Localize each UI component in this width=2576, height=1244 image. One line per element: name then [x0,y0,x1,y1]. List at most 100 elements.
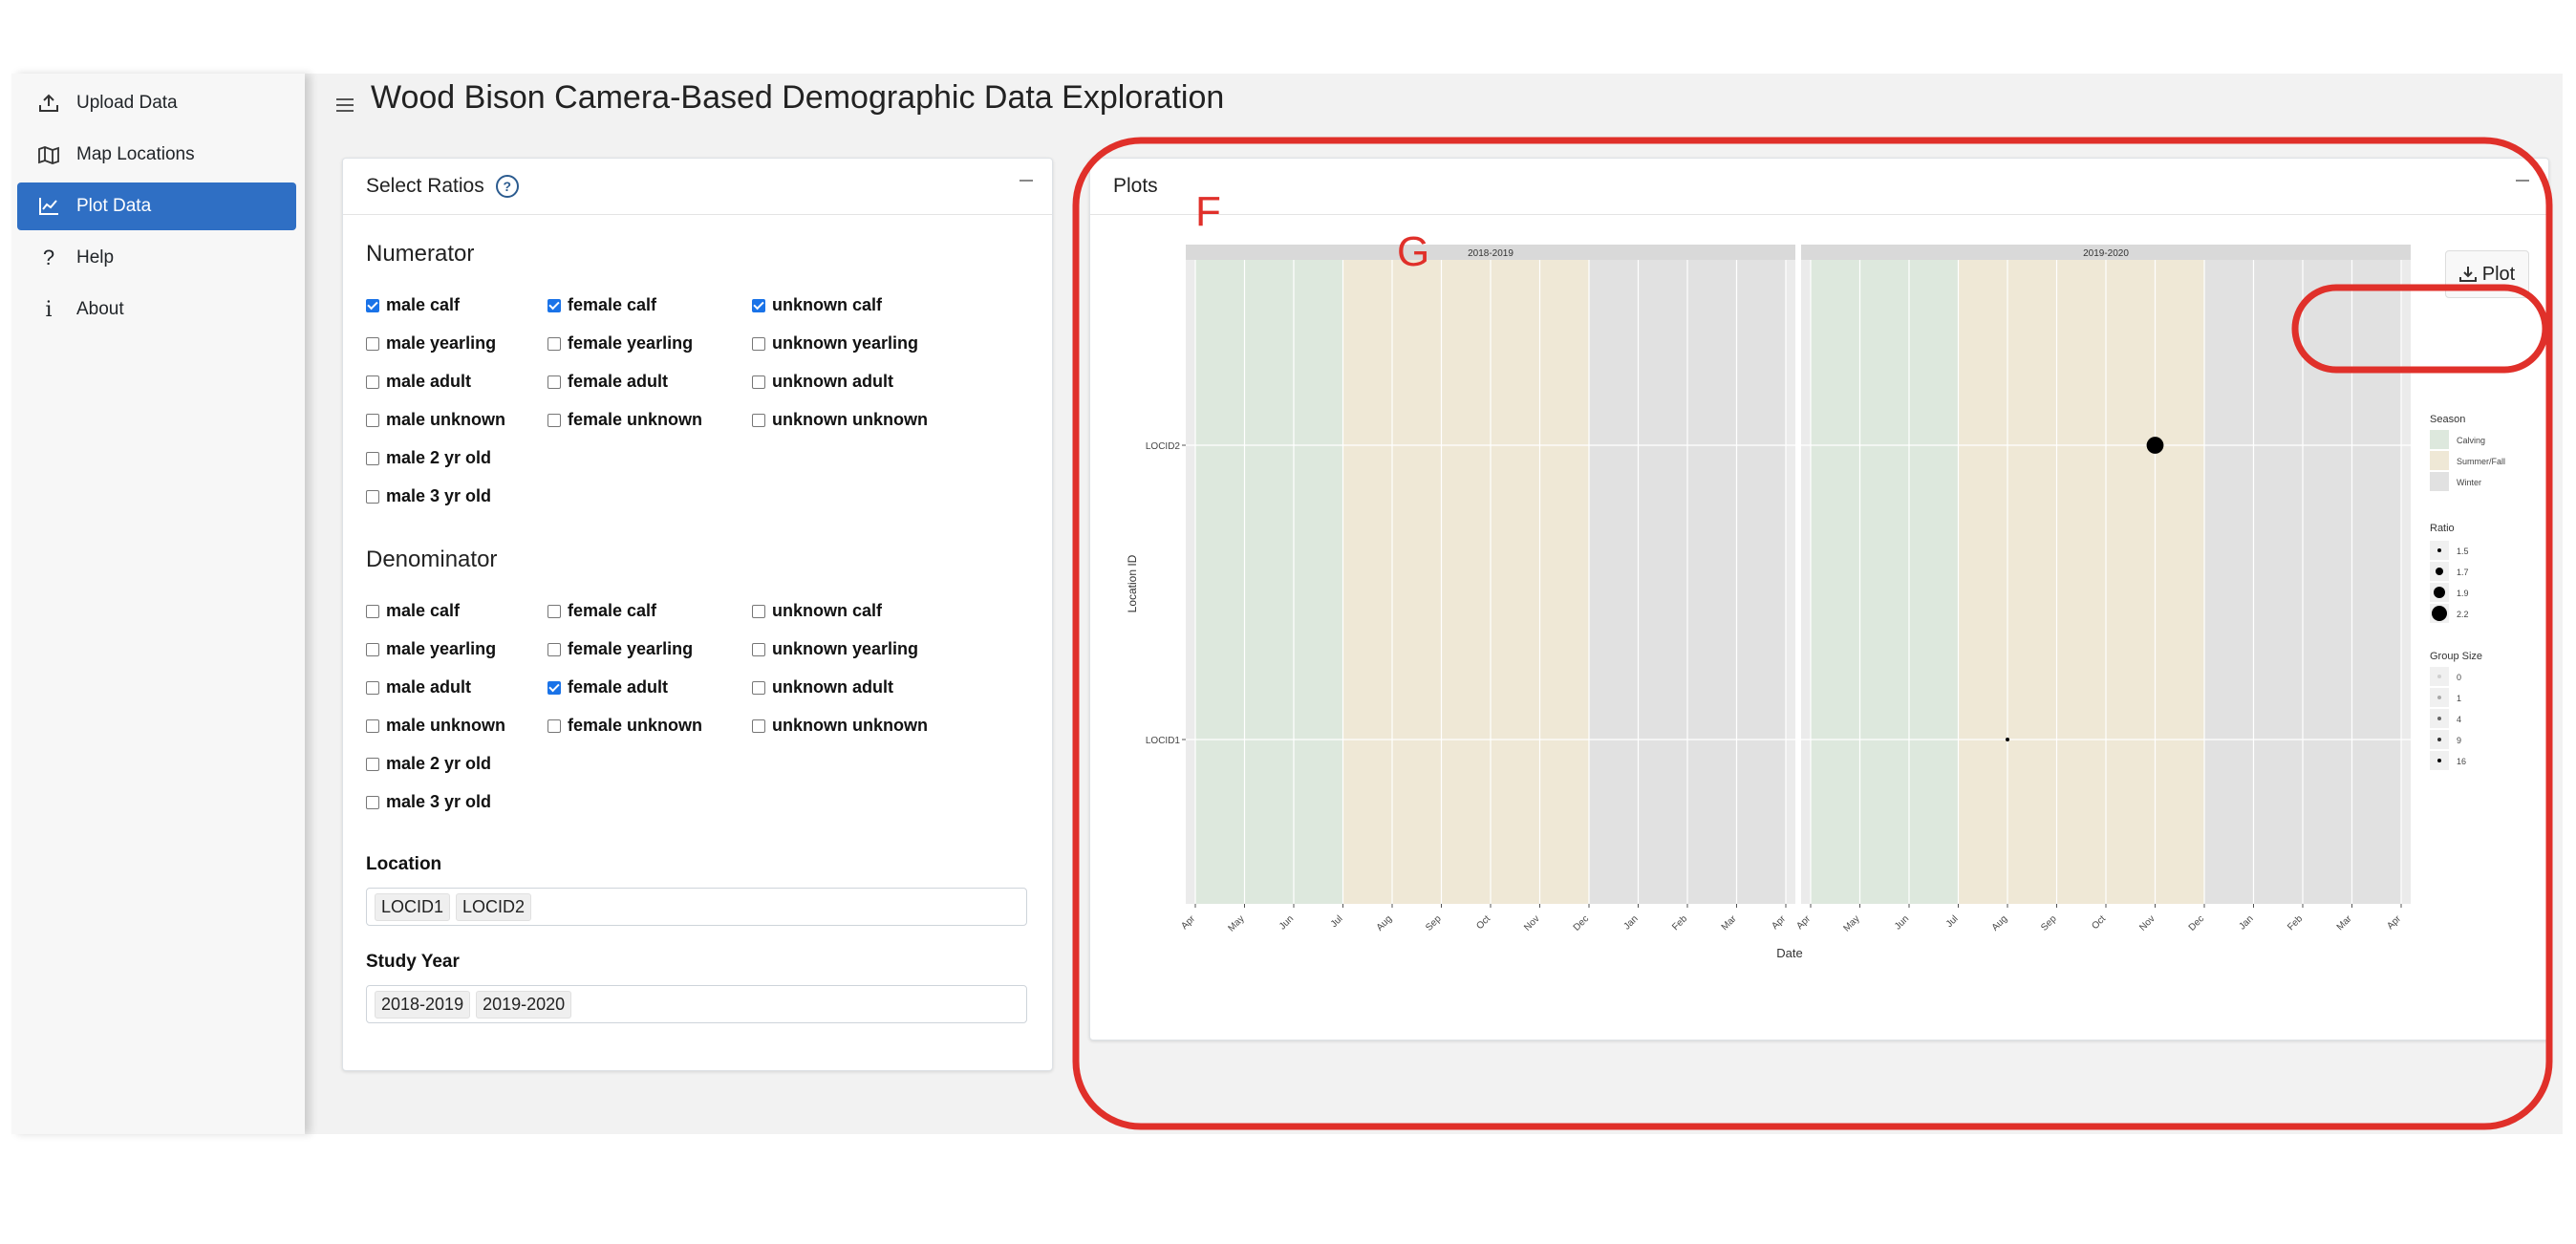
checkbox-box[interactable] [366,413,379,427]
location-chip[interactable]: LOCID2 [456,892,532,921]
sidebar-item-map-locations[interactable]: Map Locations [17,131,296,179]
checkbox-box[interactable] [366,489,379,504]
checkbox-label: male calf [386,295,461,314]
checkbox-box[interactable] [547,413,561,427]
checkbox-label: female adult [568,677,669,697]
legend-group-label: 16 [2457,757,2466,766]
checkbox-box[interactable] [752,642,765,656]
checkbox-male-2-yr-old[interactable]: male 2 yr old [366,448,491,468]
checkbox-box[interactable] [752,719,765,733]
checkbox-box[interactable] [366,298,379,312]
sidebar-item-help[interactable]: ? Help [17,234,296,282]
data-point [2146,437,2164,454]
checkbox-unknown-calf[interactable]: unknown calf [752,601,882,621]
collapse-icon[interactable] [2516,180,2529,182]
plot-chart: Apr May Jun Jul Aug Sep Oct Nov Dec Jan Feb Mar Apr2… [1126,245,2505,960]
checkbox-label: unknown calf [772,295,883,314]
checkbox-label: male 2 yr old [386,448,492,467]
checkbox-female-calf[interactable]: female calf [547,601,656,621]
checkbox-female-yearling[interactable]: female yearling [547,333,693,354]
checkbox-box[interactable] [366,604,379,618]
checkbox-box[interactable] [366,795,379,809]
checkbox-box[interactable] [366,642,379,656]
checkbox-box[interactable] [547,604,561,618]
study-year-chip[interactable]: 2018-2019 [375,990,471,1019]
checkbox-female-adult[interactable]: female adult [547,372,668,392]
sidebar-item-upload-data[interactable]: Upload Data [17,79,296,127]
checkbox-box[interactable] [366,451,379,465]
sidebar-item-plot-data[interactable]: Plot Data [17,182,296,230]
checkbox-label: unknown unknown [772,716,928,735]
checkbox-box[interactable] [366,757,379,771]
checkbox-male-unknown[interactable]: male unknown [366,410,505,430]
checkbox-label: male adult [386,677,472,697]
annotation-overlay [1072,137,2553,1130]
checkbox-unknown-calf[interactable]: unknown calf [752,295,882,315]
checkbox-male-3-yr-old[interactable]: male 3 yr old [366,792,491,812]
checkbox-unknown-unknown[interactable]: unknown unknown [752,716,928,736]
facet-strip [1186,245,1795,260]
checkbox-male-3-yr-old[interactable]: male 3 yr old [366,486,491,506]
checkbox-male-2-yr-old[interactable]: male 2 yr old [366,754,491,774]
checkbox-label: unknown calf [772,601,883,620]
checkbox-male-adult[interactable]: male adult [366,677,471,697]
help-circle-icon[interactable]: ? [495,175,519,198]
checkbox-box[interactable] [752,298,765,312]
denominator-label: Denominator [366,547,498,572]
checkbox-box[interactable] [547,680,561,695]
legend-season-swatch [2430,472,2449,491]
checkbox-label: female adult [568,372,669,391]
checkbox-label: male 3 yr old [386,792,492,811]
checkbox-male-yearling[interactable]: male yearling [366,639,496,659]
checkbox-male-calf[interactable]: male calf [366,601,460,621]
checkbox-unknown-adult[interactable]: unknown adult [752,677,893,697]
checkbox-box[interactable] [366,680,379,695]
checkbox-label: unknown yearling [772,639,919,658]
legend-season-label: Calving [2457,436,2485,445]
checkbox-unknown-yearling[interactable]: unknown yearling [752,333,918,354]
location-label: Location [366,854,442,874]
location-chip[interactable]: LOCID1 [375,892,451,921]
checkbox-box[interactable] [752,336,765,351]
checkbox-box[interactable] [752,680,765,695]
checkbox-male-calf[interactable]: male calf [366,295,460,315]
card-header: Select Ratios ? [343,159,1052,215]
legend-group-dot [2437,696,2441,699]
checkbox-box[interactable] [547,298,561,312]
checkbox-box[interactable] [752,413,765,427]
checkbox-unknown-unknown[interactable]: unknown unknown [752,410,928,430]
legend-group-label: 0 [2457,673,2461,682]
y-axis-title: Location ID [1126,554,1139,612]
checkbox-female-unknown[interactable]: female unknown [547,716,702,736]
checkbox-box[interactable] [547,375,561,389]
checkbox-box[interactable] [366,336,379,351]
checkbox-box[interactable] [752,375,765,389]
hamburger-icon[interactable] [336,95,354,116]
checkbox-male-yearling[interactable]: male yearling [366,333,496,354]
checkbox-female-unknown[interactable]: female unknown [547,410,702,430]
upload-icon [36,94,61,113]
checkbox-male-adult[interactable]: male adult [366,372,471,392]
checkbox-unknown-adult[interactable]: unknown adult [752,372,893,392]
checkbox-label: female yearling [568,333,694,353]
season-band-calving [1195,260,1343,904]
annotation-f-label: F [1195,188,1221,235]
checkbox-box[interactable] [366,375,379,389]
checkbox-female-adult[interactable]: female adult [547,677,668,697]
location-select[interactable]: LOCID1 LOCID2 [366,888,1027,926]
checkbox-unknown-yearling[interactable]: unknown yearling [752,639,918,659]
checkbox-box[interactable] [547,336,561,351]
checkbox-male-unknown[interactable]: male unknown [366,716,505,736]
study-year-chip[interactable]: 2019-2020 [476,990,572,1019]
checkbox-box[interactable] [366,719,379,733]
checkbox-box[interactable] [547,719,561,733]
collapse-icon[interactable] [1020,180,1033,182]
sidebar-item-label: About [76,299,124,319]
sidebar-item-about[interactable]: i About [17,286,296,333]
checkbox-female-calf[interactable]: female calf [547,295,656,315]
study-year-select[interactable]: 2018-2019 2019-2020 [366,985,1027,1023]
numerator-label: Numerator [366,241,475,267]
checkbox-female-yearling[interactable]: female yearling [547,639,693,659]
checkbox-box[interactable] [752,604,765,618]
checkbox-box[interactable] [547,642,561,656]
